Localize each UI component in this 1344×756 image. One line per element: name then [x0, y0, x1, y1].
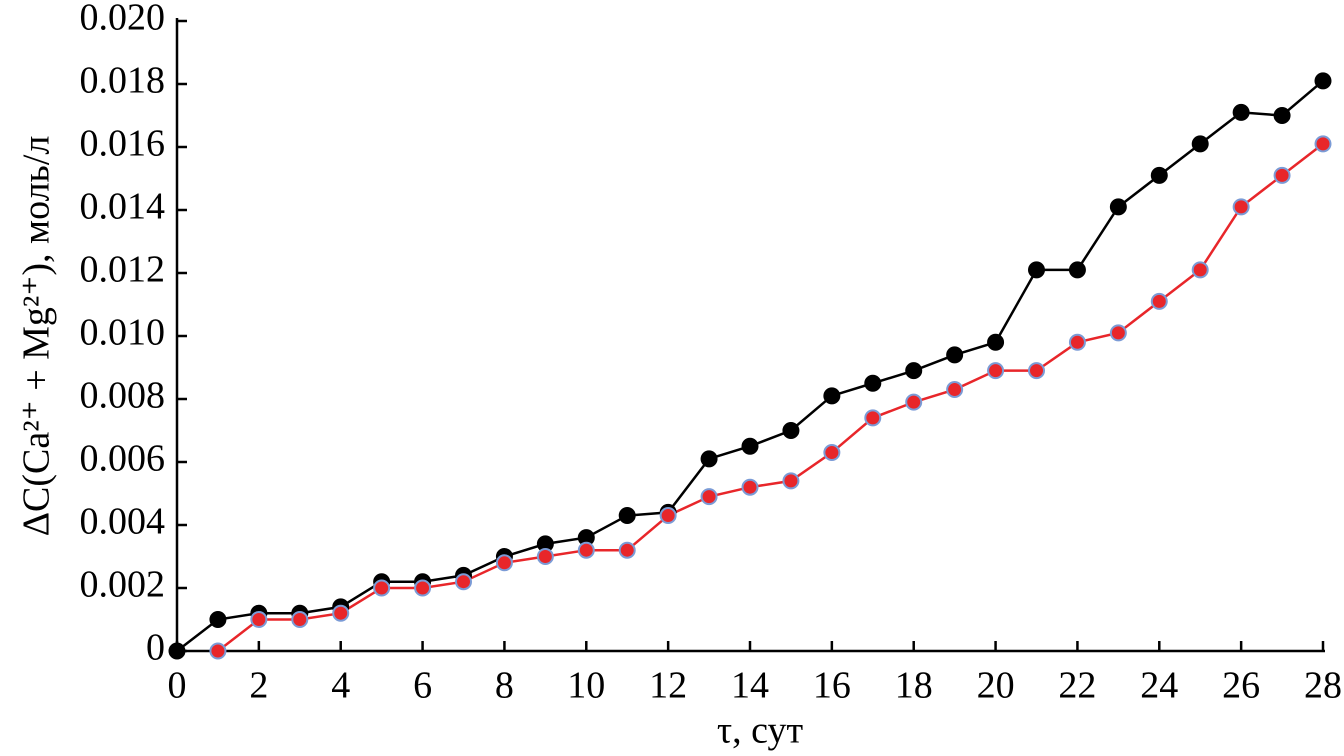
data-point [414, 579, 432, 597]
y-tick-label: 0.016 [80, 123, 166, 165]
data-point [1273, 166, 1291, 184]
data-point [168, 642, 186, 660]
data-point [1191, 135, 1209, 153]
data-point [700, 488, 718, 506]
series-line [217, 142, 1324, 652]
y-tick-label: 0.008 [80, 375, 166, 417]
data-point [1314, 72, 1332, 90]
data-point [577, 541, 595, 559]
data-point [946, 381, 964, 399]
y-axis-label: ΔC(Ca²⁺ + Mg²⁺), моль/л [16, 136, 58, 537]
data-point [495, 554, 513, 572]
data-point [250, 611, 268, 628]
series-line [176, 79, 1324, 652]
x-tick-label: 16 [813, 665, 851, 707]
y-tick-label: 0.012 [80, 249, 166, 291]
data-point [291, 611, 309, 628]
x-tick-label: 18 [895, 665, 933, 707]
x-tick-label: 10 [567, 665, 605, 707]
data-point [1232, 198, 1250, 216]
data-point [1109, 324, 1127, 342]
x-tick-label: 26 [1222, 665, 1260, 707]
y-tick-label: 0 [146, 627, 165, 669]
data-point [1109, 198, 1127, 216]
data-point [209, 611, 227, 628]
data-point [1191, 261, 1209, 279]
data-point [332, 604, 350, 622]
y-tick-label: 0.018 [80, 60, 166, 102]
data-point [905, 362, 923, 380]
data-point [987, 362, 1005, 380]
data-point [987, 333, 1005, 351]
data-point [209, 642, 227, 660]
data-point [1314, 135, 1332, 153]
x-tick-label: 4 [331, 665, 350, 707]
data-point [905, 393, 923, 411]
data-point [1028, 261, 1045, 279]
y-tick-label: 0.006 [80, 438, 166, 480]
data-point [946, 346, 964, 364]
data-point [1068, 333, 1086, 351]
x-tick-label: 0 [168, 665, 187, 707]
data-point [700, 450, 718, 468]
data-point [782, 422, 800, 439]
x-tick-label: 2 [249, 665, 268, 707]
data-point [782, 472, 800, 490]
data-point [864, 409, 882, 427]
x-tick-label: 24 [1140, 665, 1178, 707]
x-tick-label: 12 [649, 665, 687, 707]
x-tick-label: 28 [1304, 665, 1342, 707]
data-point [536, 548, 554, 565]
data-point [1232, 103, 1250, 121]
y-tick-label: 0.014 [80, 186, 166, 228]
data-point [1028, 362, 1045, 380]
y-tick-label: 0.002 [80, 564, 166, 606]
data-point [455, 573, 472, 591]
data-point [1150, 292, 1168, 310]
data-point [864, 374, 882, 392]
data-point [741, 478, 759, 496]
data-point [1068, 261, 1086, 279]
data-point [373, 579, 391, 597]
data-point [823, 387, 841, 405]
x-axis-label: τ, сут [717, 710, 804, 752]
data-point [1150, 166, 1168, 184]
data-point [659, 507, 677, 525]
data-point [618, 507, 636, 525]
x-tick-label: 6 [413, 665, 432, 707]
y-tick-label: 0.010 [80, 312, 166, 354]
y-tick-label: 0.020 [80, 0, 166, 39]
x-tick-label: 20 [977, 665, 1015, 707]
data-point [618, 541, 636, 559]
x-tick-label: 8 [495, 665, 514, 707]
x-tick-label: 14 [731, 665, 769, 707]
data-point [823, 444, 841, 462]
x-tick-label: 22 [1058, 665, 1096, 707]
data-point [741, 437, 759, 455]
y-tick-label: 0.004 [80, 501, 166, 543]
data-point [1273, 107, 1291, 124]
